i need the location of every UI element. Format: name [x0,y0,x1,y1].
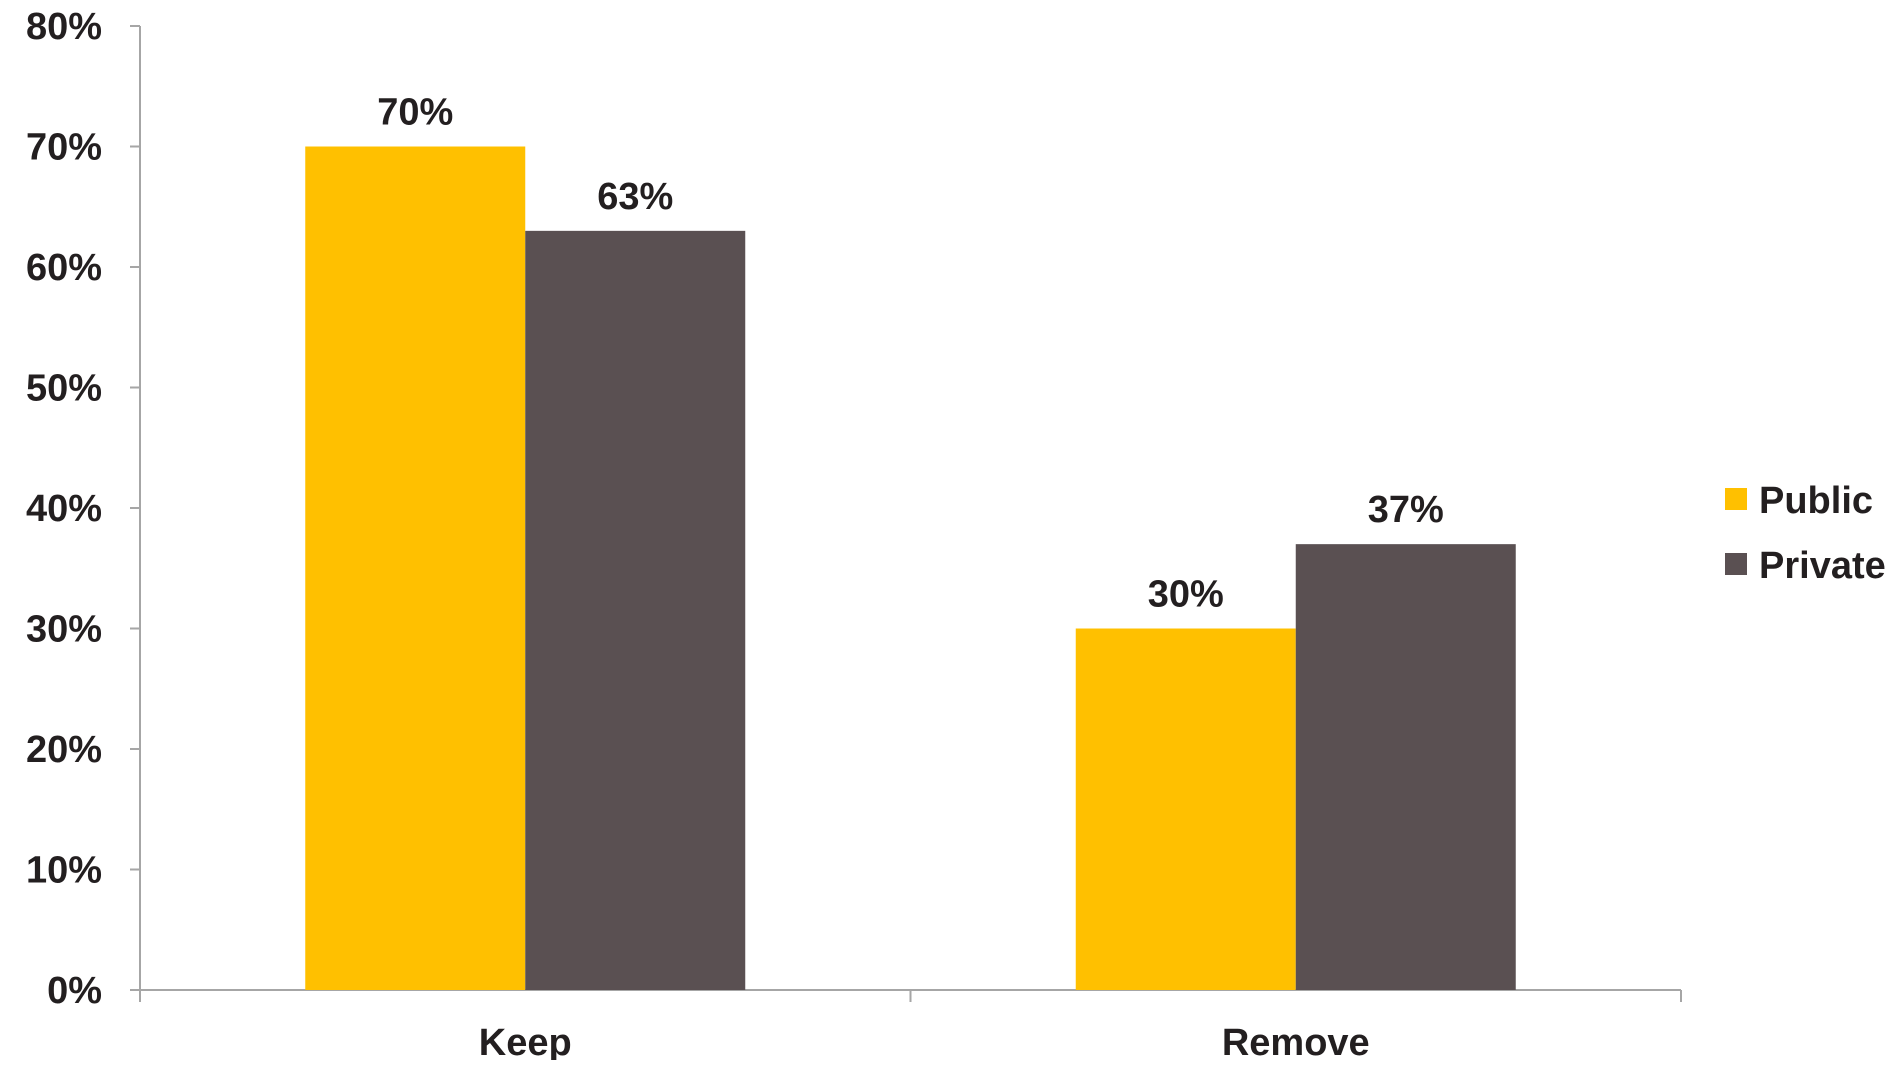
data-label: 30% [1148,574,1224,616]
y-tick-label: 0% [47,970,102,1012]
legend-label: Public [1759,480,1873,522]
bar [525,230,746,991]
legend: Public Private [1725,480,1886,587]
y-tick-label: 10% [26,850,102,892]
x-tick-label: Remove [1222,1022,1370,1060]
y-tick-label: 80% [26,6,102,48]
bar [1075,628,1296,990]
data-labels: 70% 63% 30% 37% [377,92,1444,616]
data-label: 63% [597,176,673,218]
y-tick-label: 70% [26,127,102,169]
y-tick-label: 30% [26,609,102,651]
bar [305,146,526,990]
y-tick-label: 20% [26,729,102,771]
x-tick-label: Keep [479,1022,572,1060]
bars [305,146,1516,991]
y-tick-label: 40% [26,488,102,530]
y-tick-label: 50% [26,368,102,410]
y-axis: 0% 10% 20% 30% 40% 50% 60% 70% 80% [26,6,141,1012]
bar [1295,544,1516,990]
legend-label: Private [1759,545,1886,587]
legend-swatch [1725,488,1747,510]
data-label: 70% [377,92,453,134]
x-axis: Keep Remove [139,989,1682,1064]
legend-swatch [1725,553,1747,575]
y-tick-label: 60% [26,247,102,289]
data-label: 37% [1368,489,1444,531]
